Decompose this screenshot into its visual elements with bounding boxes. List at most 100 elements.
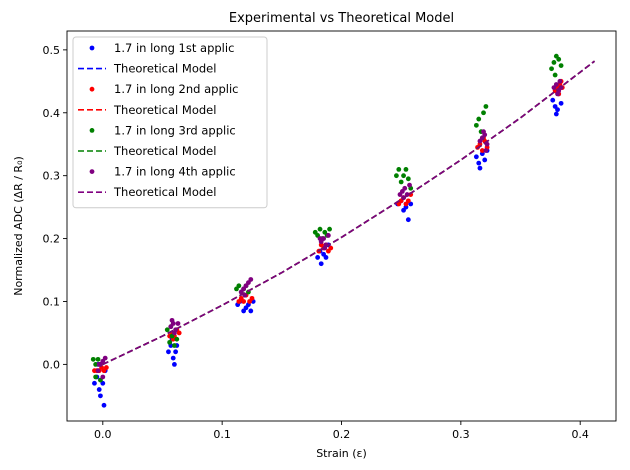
data-point xyxy=(558,63,564,68)
data-point xyxy=(172,361,177,367)
data-point xyxy=(555,91,560,97)
legend-label: 1.7 in long 1st applic xyxy=(114,41,234,55)
data-point xyxy=(396,166,402,172)
data-point xyxy=(170,355,176,361)
data-point xyxy=(92,380,97,386)
x-tick-label: 0.3 xyxy=(452,428,470,441)
data-point xyxy=(549,66,554,72)
data-point xyxy=(176,330,182,336)
chart-title: Experimental vs Theoretical Model xyxy=(229,11,454,26)
data-point xyxy=(401,173,406,179)
data-point xyxy=(483,148,489,153)
y-tick-label: 0.3 xyxy=(43,170,61,183)
data-point xyxy=(318,261,324,267)
data-point xyxy=(551,60,557,65)
legend-label: Theoretical Model xyxy=(113,185,216,199)
y-tick-label: 0.2 xyxy=(43,233,61,246)
data-point xyxy=(95,356,101,362)
data-point xyxy=(325,233,331,238)
y-tick-label: 0.5 xyxy=(43,44,61,57)
data-point xyxy=(174,336,180,342)
legend-label: 1.7 in long 4th applic xyxy=(114,165,236,179)
data-point xyxy=(556,56,562,62)
data-point xyxy=(476,160,482,166)
data-point xyxy=(323,255,329,260)
data-point xyxy=(403,166,409,172)
data-point xyxy=(558,100,564,106)
data-point xyxy=(96,361,102,367)
data-point xyxy=(95,368,101,374)
plot-area xyxy=(90,53,596,408)
x-axis-label: Strain (ε) xyxy=(316,447,367,460)
data-point xyxy=(173,349,179,355)
legend-label: Theoretical Model xyxy=(113,144,216,158)
x-tick-label: 0.0 xyxy=(94,428,112,441)
x-tick-label: 0.2 xyxy=(333,428,351,441)
x-tick-label: 0.1 xyxy=(213,428,231,441)
data-point xyxy=(102,355,108,361)
data-point xyxy=(553,82,559,87)
series-4-points xyxy=(95,78,564,380)
data-point xyxy=(482,157,488,163)
data-point xyxy=(477,165,483,171)
data-point xyxy=(481,129,486,135)
data-point xyxy=(407,182,412,188)
data-point xyxy=(552,72,558,78)
data-point xyxy=(166,349,171,355)
data-point xyxy=(101,402,107,408)
data-point xyxy=(248,277,254,282)
data-point xyxy=(483,104,489,109)
data-point xyxy=(555,107,560,113)
data-point xyxy=(100,374,106,380)
x-tick-label: 0.4 xyxy=(571,428,589,441)
legend-marker xyxy=(89,86,95,92)
data-point xyxy=(402,185,408,191)
legend-label: 1.7 in long 2nd applic xyxy=(114,82,238,96)
legend-marker xyxy=(89,127,95,133)
data-point xyxy=(550,97,556,103)
data-point xyxy=(175,321,181,326)
data-point xyxy=(317,236,323,241)
data-point xyxy=(327,226,332,232)
data-point xyxy=(315,255,321,260)
data-point xyxy=(96,387,102,392)
data-point xyxy=(236,283,242,289)
data-point xyxy=(172,330,177,336)
data-point xyxy=(476,116,482,122)
legend-label: Theoretical Model xyxy=(113,103,216,117)
data-point xyxy=(241,299,247,304)
legend-label: Theoretical Model xyxy=(113,62,216,76)
data-point xyxy=(405,217,411,223)
data-point xyxy=(164,327,170,333)
data-point xyxy=(93,361,99,367)
data-point xyxy=(248,308,254,314)
data-point xyxy=(479,148,485,153)
data-point xyxy=(90,356,96,362)
data-point xyxy=(481,110,486,116)
data-point xyxy=(98,393,103,399)
y-tick-label: 0.4 xyxy=(43,107,61,120)
legend-marker xyxy=(89,169,95,175)
legend: 1.7 in long 1st applic Theoretical Model 1… xyxy=(72,36,268,209)
data-point xyxy=(317,226,323,232)
data-point xyxy=(405,198,411,204)
theory-line-4 xyxy=(102,60,596,366)
legend-marker xyxy=(89,45,95,51)
data-point xyxy=(473,122,479,128)
legend-label: 1.7 in long 3rd applic xyxy=(114,123,236,137)
data-point xyxy=(167,339,173,345)
y-axis-label: Normalized ADC (ΔR / R₀) xyxy=(12,156,25,296)
data-point xyxy=(103,365,109,370)
data-point xyxy=(172,343,177,348)
data-point xyxy=(473,154,479,160)
axes: 0.0 0.1 0.2 0.3 0.4 0.0 0.1 0.2 0.3 0.4 0.5 xyxy=(43,30,617,441)
data-point xyxy=(328,245,334,251)
data-point xyxy=(398,179,404,185)
data-point xyxy=(321,236,326,241)
data-point xyxy=(405,176,411,182)
y-tick-label: 0.1 xyxy=(43,295,61,308)
data-point xyxy=(557,78,563,84)
y-tick-label: 0.0 xyxy=(43,358,61,371)
legend-box xyxy=(72,36,268,209)
